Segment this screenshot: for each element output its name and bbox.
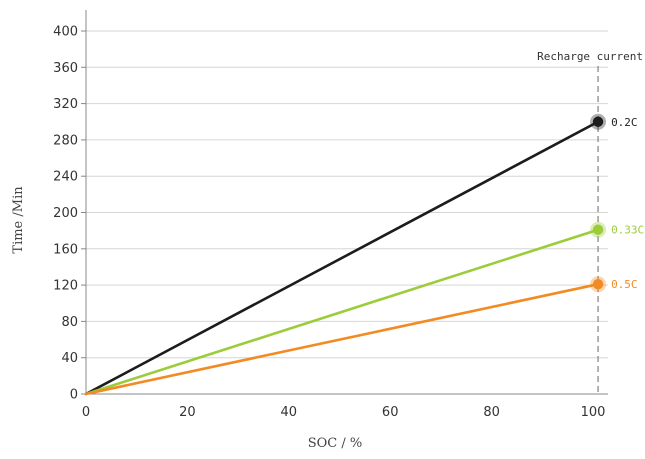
series-end-point-1 xyxy=(592,224,604,235)
series-line-2 xyxy=(84,282,600,396)
y-tick-label-40: 40 xyxy=(61,351,78,366)
x-tick-label-0: 0 xyxy=(82,405,90,420)
recharge-current-label: Recharge current xyxy=(537,50,643,63)
x-tick-label-60: 60 xyxy=(382,405,399,420)
y-tick-label-200: 200 xyxy=(53,206,78,221)
y-tick-label-160: 160 xyxy=(53,242,78,257)
series-label-0: 0.2C xyxy=(611,116,638,129)
y-tick-label-240: 240 xyxy=(53,170,78,185)
y-tick-label-400: 400 xyxy=(53,25,78,40)
series-end-point-2 xyxy=(592,278,604,290)
x-tick-label-80: 80 xyxy=(483,405,500,420)
y-tick-label-120: 120 xyxy=(53,279,78,294)
x-tick-label-100: 100 xyxy=(581,405,606,420)
series-line-1 xyxy=(84,228,600,396)
series-label-1: 0.33C xyxy=(611,224,644,237)
y-tick-label-320: 320 xyxy=(53,97,78,112)
y-tick-label-80: 80 xyxy=(61,315,78,330)
x-tick-labels: 0 20 40 60 80 100 xyxy=(82,405,606,420)
series-end-point-0 xyxy=(592,116,604,127)
y-axis-title: Time /Min xyxy=(11,186,26,254)
series-line-0 xyxy=(84,120,600,396)
y-tick-label-280: 280 xyxy=(53,133,78,148)
y-tick-labels: 0 40 80 120 160 200 240 280 320 360 400 xyxy=(53,25,86,403)
x-tick-label-20: 20 xyxy=(179,405,196,420)
x-tick-label-40: 40 xyxy=(281,405,298,420)
x-axis-title: SOC / % xyxy=(308,436,363,451)
y-tick-label-0: 0 xyxy=(70,388,78,403)
series-label-2: 0.5C xyxy=(611,278,638,291)
series-group: 0.2C 0.33C 0.5C xyxy=(84,113,644,396)
y-tick-label-360: 360 xyxy=(53,61,78,76)
gridlines xyxy=(86,30,608,359)
